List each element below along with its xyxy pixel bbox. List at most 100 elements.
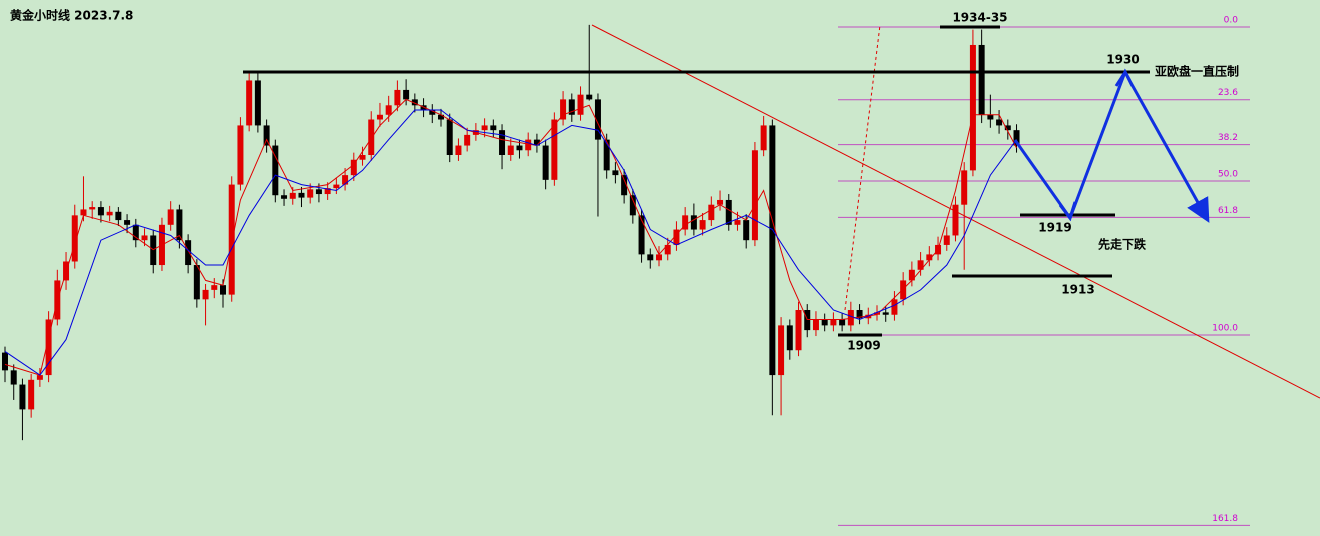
candle-body [638,215,645,255]
candle-body [900,280,907,300]
candle-body [350,159,357,176]
forecast-arrow [1013,68,1210,223]
annotation: 亚欧盘一直压制 [1155,64,1239,79]
candle-body [167,209,174,225]
candle-body [97,207,104,216]
candle-body [516,145,523,151]
candle-body [717,199,724,205]
candle-body [324,188,331,195]
candle-body [708,204,715,221]
candle-body [507,145,514,156]
candle-body [586,94,593,100]
candle-body [28,379,35,410]
candle-body [376,114,383,120]
candle-body [490,125,497,131]
candle-body [525,139,532,151]
candle-body [342,175,349,185]
candle-body [385,105,392,115]
candle-body [211,285,218,290]
candle-body [106,211,113,216]
candle-body [193,265,200,300]
candle-body [943,235,950,245]
candle-body [760,125,767,151]
candle-body [699,220,706,230]
candle-body [446,119,453,156]
candle-body [124,220,131,225]
candle-body [202,289,209,300]
candle-body [647,254,654,261]
candle-body [45,319,52,376]
annotation: 1909 [847,339,880,353]
candle-body [682,215,689,230]
candle-body [629,195,636,216]
candle-body [298,192,305,198]
fib-label: 23.6 [1218,88,1238,98]
candle-body [917,260,924,270]
arrow-head [1058,201,1077,222]
candle-body [952,204,959,236]
candle-body [882,312,889,315]
candle-body [961,170,968,205]
candle-body [594,99,601,140]
candle-body [778,325,785,376]
candle-body [568,99,575,115]
candle-body [577,94,584,115]
arrow-head [1114,68,1134,87]
annotation: 1930 [1106,53,1139,67]
candle-body [429,110,436,115]
plot [2,24,1020,441]
candle-body [481,125,488,131]
candle-body [150,235,157,266]
candle-body [664,244,671,255]
candle-body [394,89,401,106]
annotation: 先走下跌 [1098,237,1147,252]
candle-body [228,184,235,295]
candle-body [1013,130,1020,146]
fib-label: 61.8 [1218,206,1238,216]
candle-body [865,314,872,319]
candle-body [821,319,828,326]
candle-body [411,99,418,106]
candle-body [978,44,985,115]
candle-body [725,199,732,225]
annotation: 1934-35 [952,11,1007,25]
candle-body [272,145,279,196]
fib-label: 50.0 [1218,170,1238,180]
candle-body [996,119,1003,126]
candle-body [237,125,244,185]
candle-body [690,215,697,230]
candle-body [2,352,8,371]
candle-body [499,130,506,156]
fib-label: 38.2 [1218,133,1238,143]
candle-body [830,319,837,326]
candle-body [359,155,366,160]
candle-body [969,44,976,171]
annotation: 1919 [1038,221,1071,235]
fib-group: 0.0 23.6 38.2 50.0 61.8 100.0 161.8 [838,16,1250,526]
candle-body [743,220,750,241]
candle-body [874,312,880,315]
candle-body [1004,125,1011,131]
candle-body [908,269,915,281]
candle-body [656,254,662,261]
candle-body [80,209,87,216]
candle-body [812,319,819,331]
candle-body [551,119,558,180]
candle-body [769,125,776,376]
candle-body [891,299,898,315]
candle-body [795,310,802,351]
candle-body [307,189,314,198]
candle-body [847,310,854,326]
candle-body [987,114,994,120]
candle-body [786,325,793,351]
candle-body [751,150,758,241]
candle-body [455,145,462,156]
candle-body [533,139,540,146]
candle-body [621,175,628,196]
candle-body [673,229,680,245]
candle-body [263,125,270,146]
candle-body [560,99,567,120]
